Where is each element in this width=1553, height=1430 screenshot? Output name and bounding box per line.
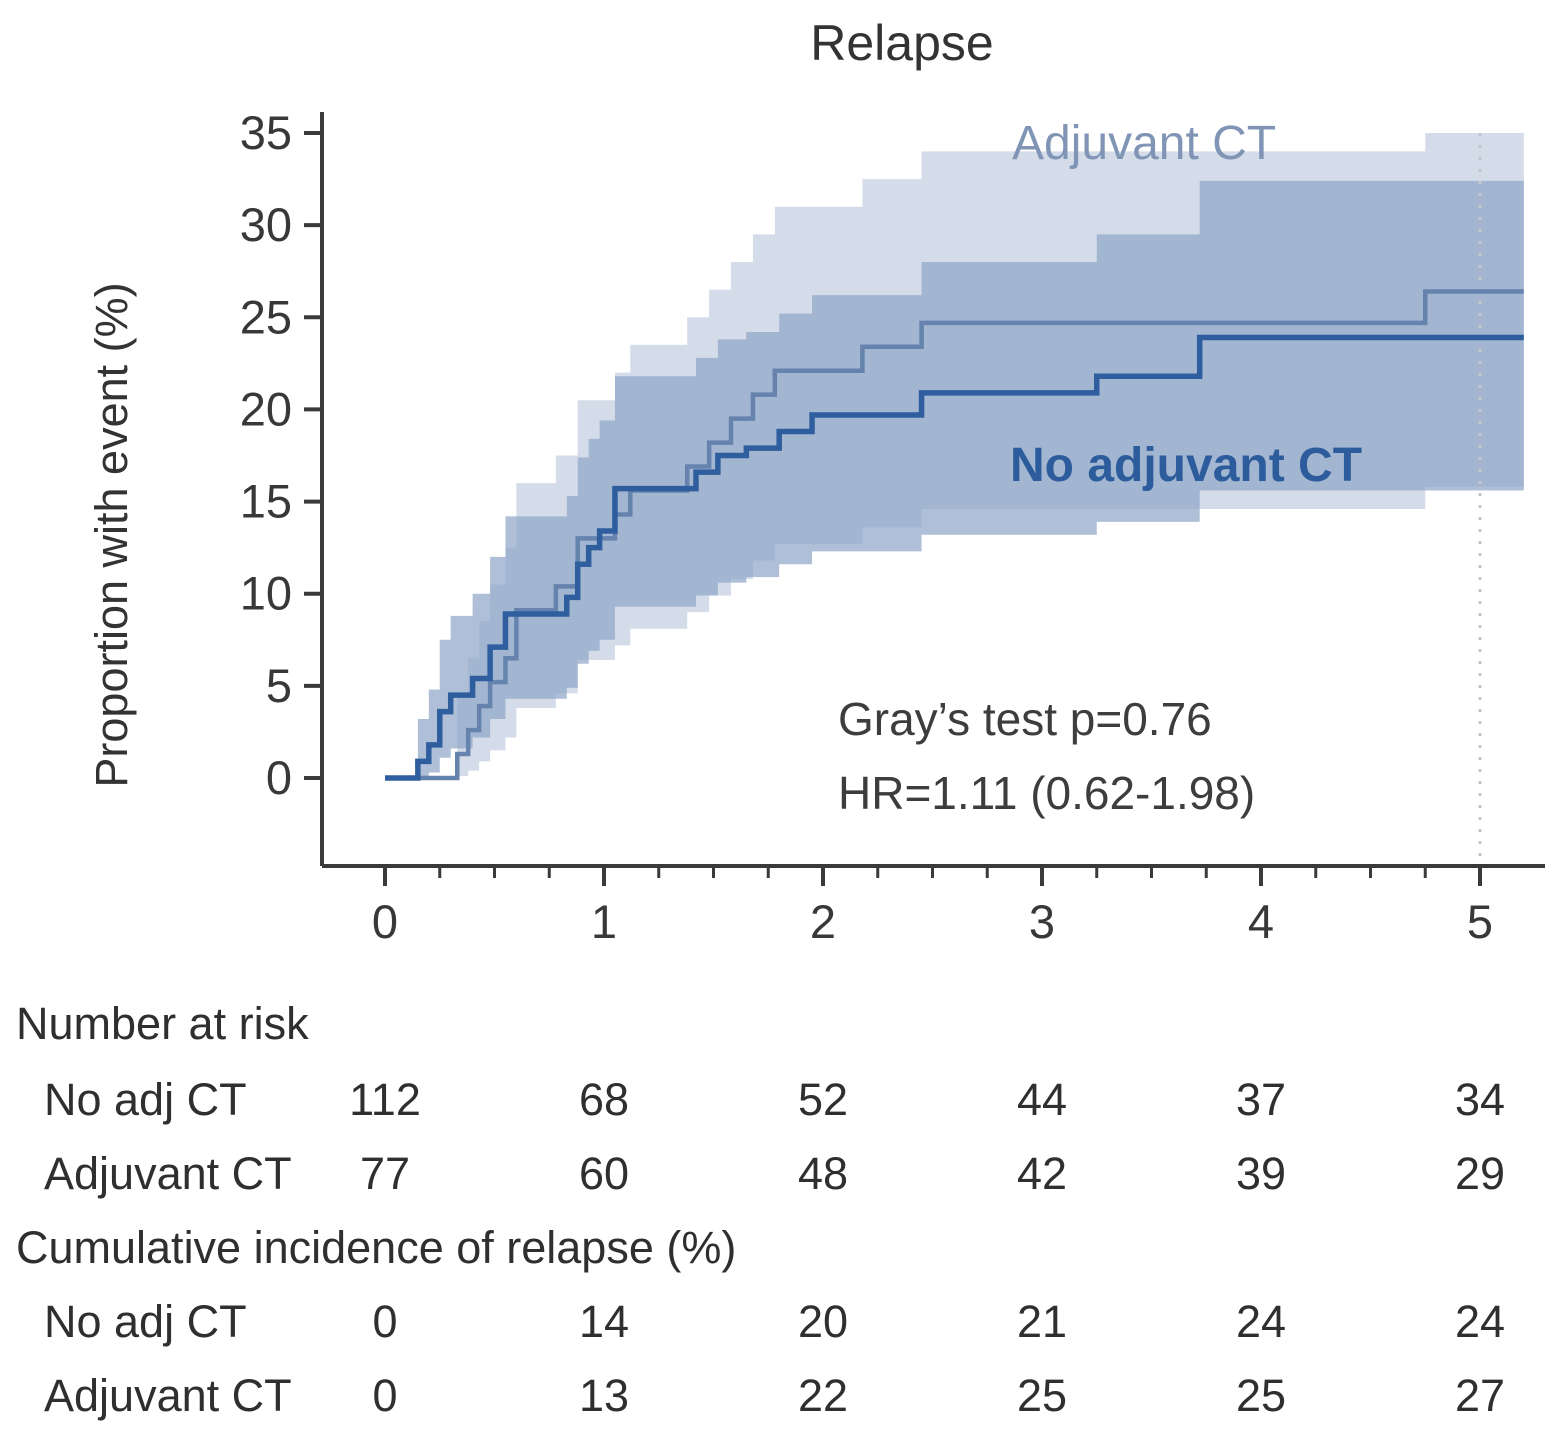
x-axis: 0 1 2 3 4 5 — [372, 866, 1493, 948]
cell-value: 112 — [349, 1074, 421, 1125]
y-tick-label: 0 — [266, 751, 292, 804]
cell-value: 25 — [1016, 1370, 1068, 1421]
cell-value: 60 — [578, 1148, 630, 1199]
cell-value: 68 — [578, 1074, 630, 1125]
cell-value: 24 — [1235, 1296, 1287, 1347]
series-label-adjuvant-ct: Adjuvant CT — [1012, 117, 1277, 170]
x-tick-label: 3 — [1029, 895, 1055, 948]
y-tick-label: 15 — [240, 475, 292, 528]
cell-value: 34 — [1454, 1074, 1506, 1125]
cell-value: 22 — [797, 1370, 849, 1421]
risk-table-row-adjuvant-ct: Adjuvant CT 77 60 48 42 39 29 — [0, 1148, 1553, 1208]
row-label: No adj CT — [44, 1296, 247, 1347]
row-label: Adjuvant CT — [44, 1370, 292, 1421]
cell-value: 20 — [797, 1296, 849, 1347]
cell-value: 13 — [578, 1370, 630, 1421]
y-tick-label: 30 — [240, 198, 292, 251]
y-tick-label: 25 — [240, 290, 292, 343]
cell-value: 39 — [1235, 1148, 1287, 1199]
y-tick-label: 5 — [266, 659, 292, 712]
x-tick-label: 2 — [810, 895, 836, 948]
series-label-no-adjuvant-ct: No adjuvant CT — [1010, 439, 1363, 492]
y-tick-label: 35 — [240, 106, 292, 159]
incidence-table-row-no-adj-ct: No adj CT 0 14 20 21 24 24 — [0, 1296, 1553, 1356]
series-line-1 — [385, 334, 1524, 781]
row-label: No adj CT — [44, 1074, 247, 1125]
chart-title: Relapse — [810, 15, 994, 71]
cell-value: 48 — [797, 1148, 849, 1199]
cumulative-incidence-plot: 0 5 10 15 20 25 30 35 0 1 2 3 4 5 — [240, 106, 1545, 948]
cell-value: 21 — [1016, 1296, 1068, 1347]
cumulative-incidence-header: Cumulative incidence of relapse (%) — [16, 1222, 737, 1273]
cell-value: 42 — [1016, 1148, 1068, 1199]
cell-value: 24 — [1454, 1296, 1506, 1347]
cell-value: 77 — [359, 1148, 411, 1199]
incidence-table-row-adjuvant-ct: Adjuvant CT 0 13 22 25 25 27 — [0, 1370, 1553, 1430]
x-tick-label: 1 — [591, 895, 617, 948]
hazard-ratio-annotation: HR=1.11 (0.62-1.98) — [838, 767, 1256, 819]
row-label: Adjuvant CT — [44, 1148, 292, 1199]
grays-test-annotation: Gray’s test p=0.76 — [838, 693, 1212, 745]
x-tick-label: 0 — [372, 895, 398, 948]
y-axis-label: Proportion with event (%) — [86, 282, 137, 788]
cell-value: 52 — [797, 1074, 849, 1125]
y-tick-label: 10 — [240, 567, 292, 620]
cell-value: 44 — [1016, 1074, 1068, 1125]
risk-table-row-no-adj-ct: No adj CT 112 68 52 44 37 34 — [0, 1074, 1553, 1134]
y-tick-label: 20 — [240, 382, 292, 435]
cell-value: 14 — [578, 1296, 630, 1347]
cell-value: 0 — [372, 1296, 398, 1347]
number-at-risk-header: Number at risk — [16, 998, 309, 1049]
y-axis: 0 5 10 15 20 25 30 35 — [240, 106, 322, 804]
x-tick-label: 4 — [1248, 895, 1274, 948]
x-tick-label: 5 — [1467, 895, 1493, 948]
cell-value: 27 — [1454, 1370, 1506, 1421]
confidence-band-1 — [385, 180, 1524, 778]
cell-value: 37 — [1235, 1074, 1287, 1125]
cell-value: 25 — [1235, 1370, 1287, 1421]
cell-value: 29 — [1454, 1148, 1506, 1199]
cell-value: 0 — [372, 1370, 398, 1421]
